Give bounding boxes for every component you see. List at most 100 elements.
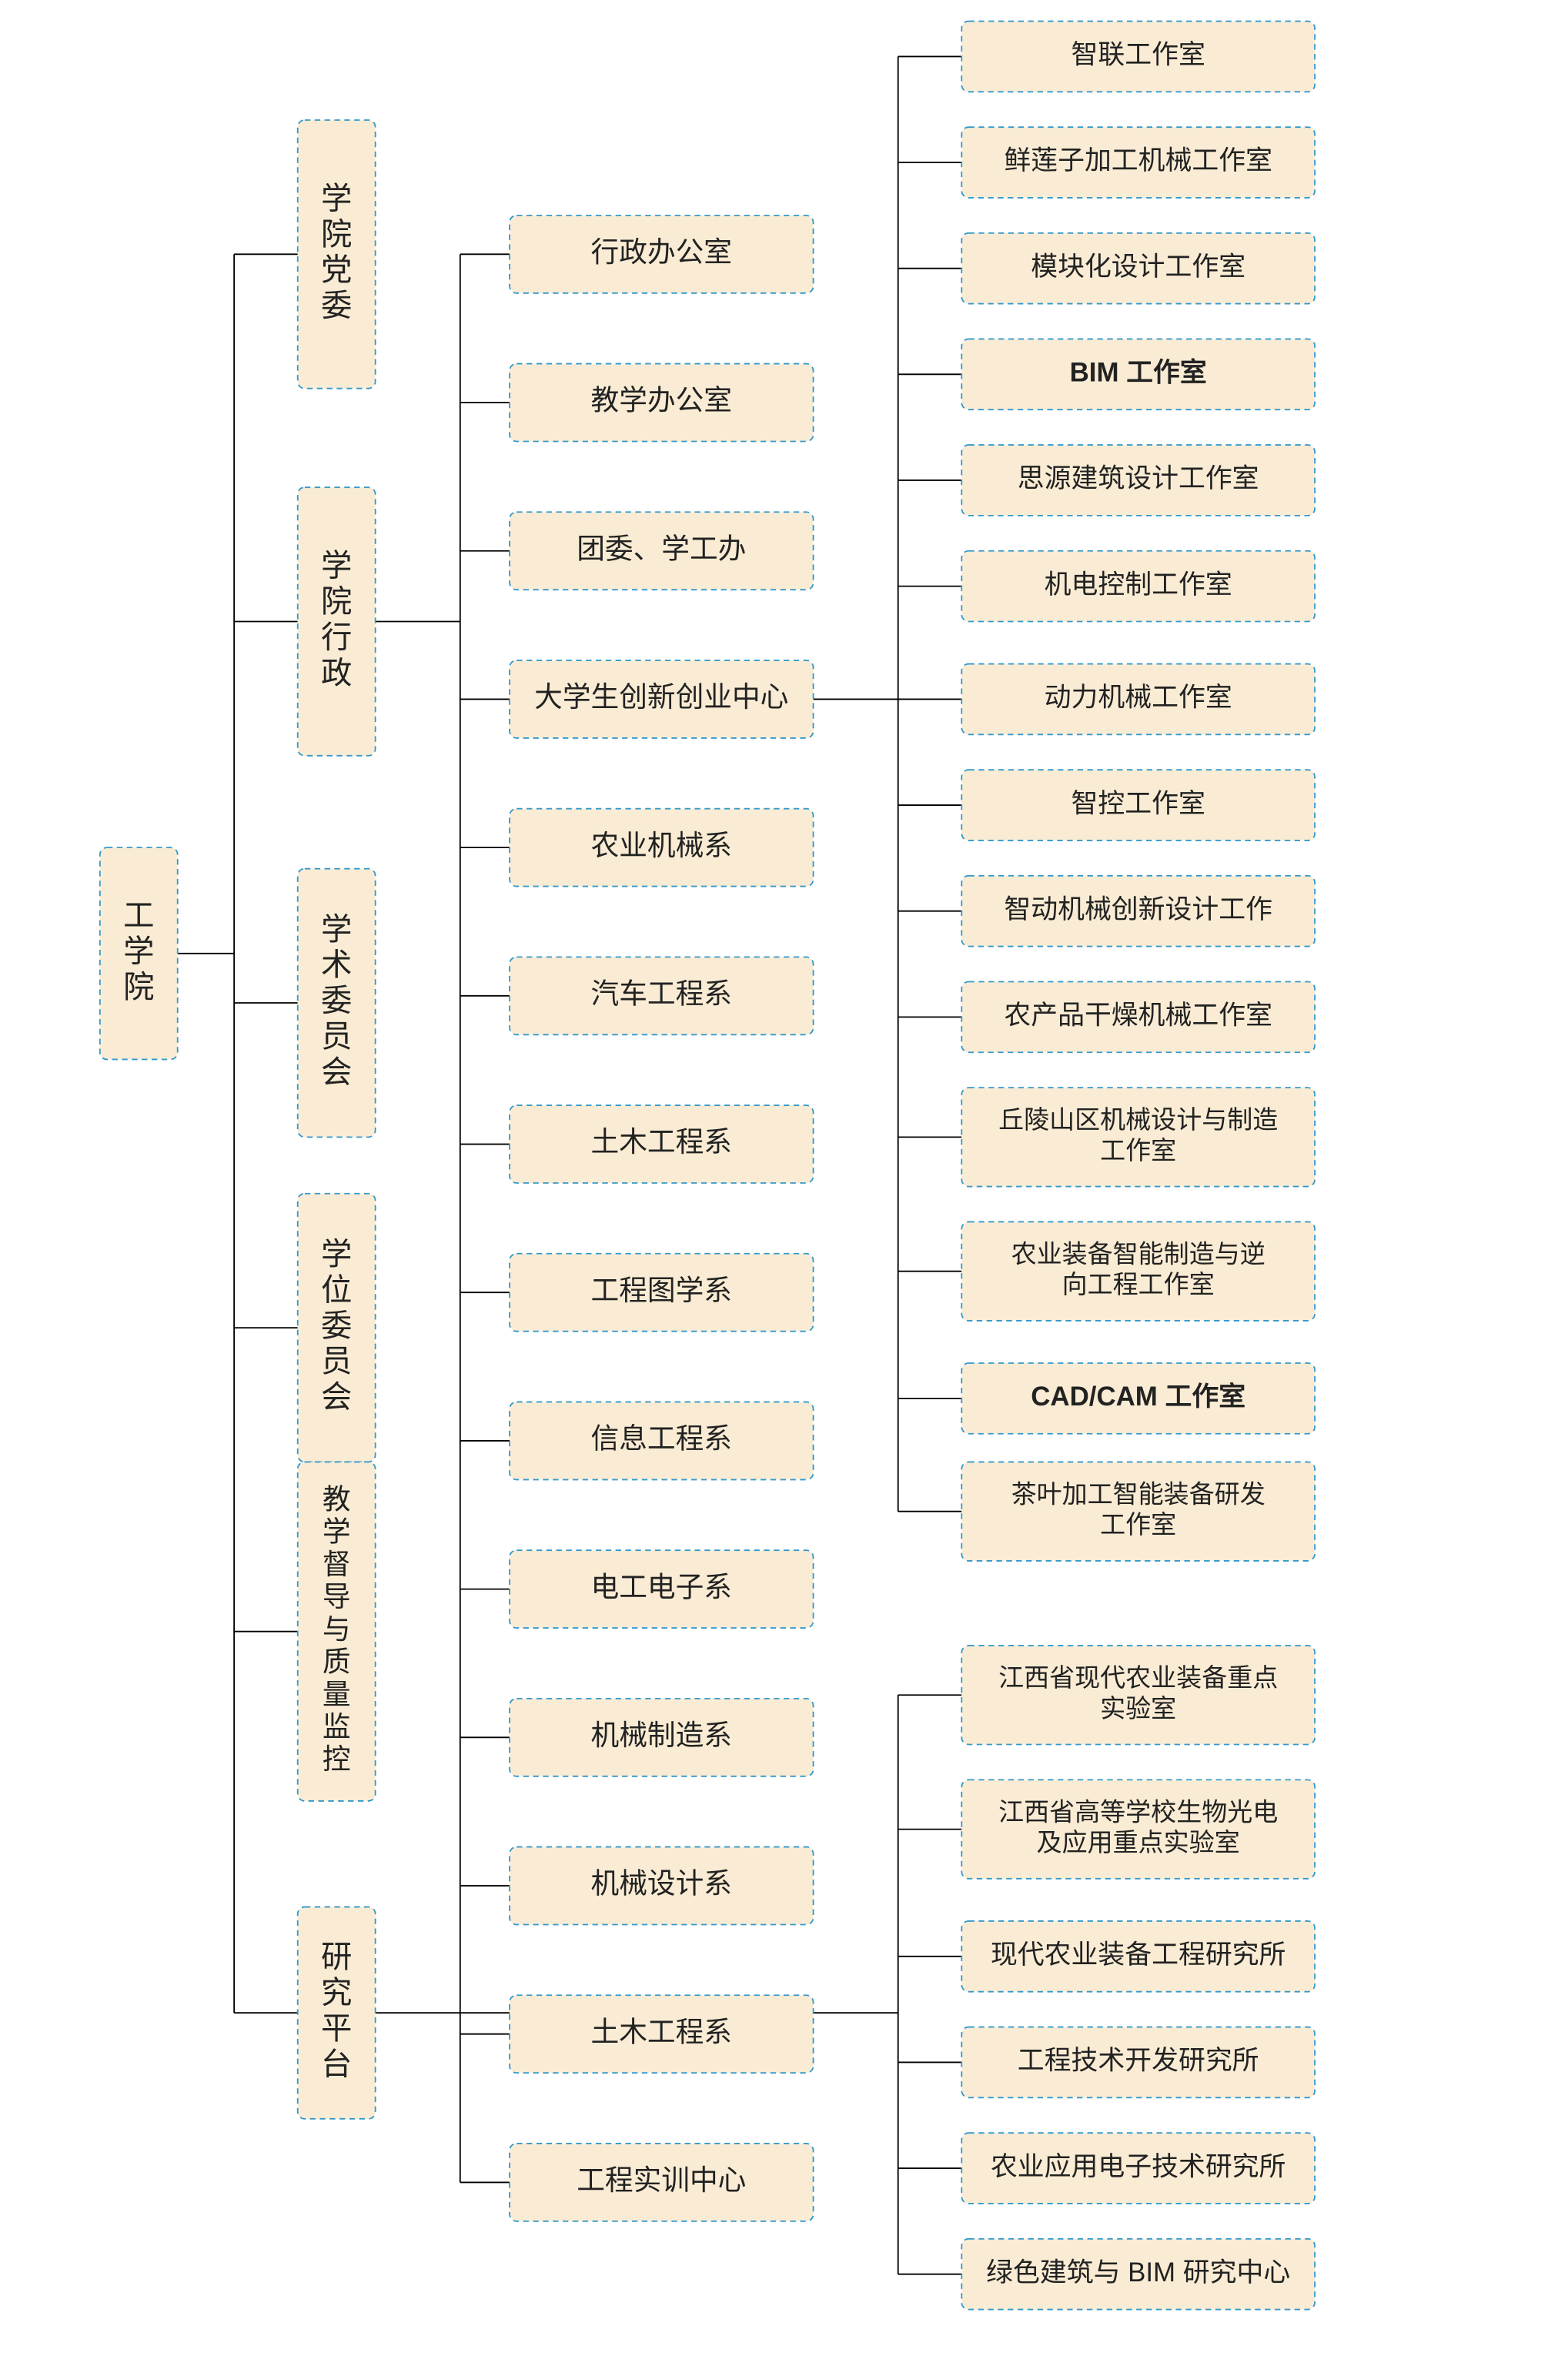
node-g1-7: 智控工作室 bbox=[961, 770, 1315, 840]
node-label: 工程技术开发研究所 bbox=[1018, 2046, 1259, 2076]
node-label: 工作室 bbox=[1100, 1136, 1176, 1165]
node-label: 智动机械创新设计工作 bbox=[1004, 894, 1272, 924]
node-label: 土木工程系 bbox=[591, 2016, 732, 2047]
node-label: 现代农业装备工程研究所 bbox=[991, 1940, 1285, 1970]
node-label: 智控工作室 bbox=[1072, 788, 1205, 818]
node-l1-3: 学位委员会 bbox=[298, 1194, 376, 1462]
node-label: 绿色建筑与 BIM 研究中心 bbox=[986, 2257, 1290, 2287]
node-label: 工作室 bbox=[1100, 1510, 1176, 1539]
node-label: 会 bbox=[321, 1379, 352, 1415]
node-l1-2: 学术委员会 bbox=[298, 869, 376, 1138]
node-l2-10: 机械制造系 bbox=[510, 1699, 814, 1776]
node-l2-9: 电工电子系 bbox=[510, 1550, 814, 1628]
node-label: 监 bbox=[323, 1711, 351, 1743]
node-g1-12: CAD/CAM 工作室 bbox=[961, 1363, 1315, 1434]
node-label: 学 bbox=[321, 548, 352, 583]
node-l2-13: 工程实训中心 bbox=[510, 2144, 814, 2221]
node-label: 院 bbox=[123, 969, 154, 1004]
node-label: 江西省高等学校生物光电 bbox=[998, 1798, 1278, 1826]
node-label: 行政办公室 bbox=[591, 236, 732, 268]
node-label: 政 bbox=[321, 655, 352, 690]
node-g2-3: 工程技术开发研究所 bbox=[961, 2027, 1315, 2098]
node-l2-1: 教学办公室 bbox=[510, 364, 814, 442]
node-g1-1: 鲜莲子加工机械工作室 bbox=[961, 127, 1315, 198]
node-label: 学 bbox=[323, 1516, 351, 1548]
node-label: 鲜莲子加工机械工作室 bbox=[1004, 145, 1272, 175]
node-label: 向工程工作室 bbox=[1062, 1270, 1215, 1298]
node-label: 督 bbox=[323, 1549, 351, 1580]
node-label: 术 bbox=[321, 947, 352, 982]
node-l1-0: 学院党委 bbox=[298, 120, 376, 389]
node-label: 导 bbox=[323, 1581, 351, 1612]
node-label: 党 bbox=[321, 252, 352, 287]
node-label: 土木工程系 bbox=[591, 1126, 732, 1158]
node-label: 农业装备智能制造与逆 bbox=[1011, 1240, 1265, 1268]
node-label: 与 bbox=[323, 1613, 351, 1645]
node-l2-5: 汽车工程系 bbox=[510, 957, 814, 1034]
node-l2-8: 信息工程系 bbox=[510, 1402, 814, 1479]
node-label: 信息工程系 bbox=[591, 1423, 732, 1455]
node-l1-1: 学院行政 bbox=[298, 487, 376, 756]
node-label: 量 bbox=[323, 1679, 351, 1710]
org-chart: 工学院学院党委学院行政学术委员会学位委员会教学督导与质量监控研究平台行政办公室教… bbox=[0, 0, 1568, 2366]
node-label: 农业机械系 bbox=[591, 830, 732, 861]
node-label: 思源建筑设计工作室 bbox=[1018, 463, 1259, 493]
node-g1-5: 机电控制工作室 bbox=[961, 551, 1315, 622]
node-label: 模块化设计工作室 bbox=[1031, 252, 1245, 282]
node-label: 及应用重点实验室 bbox=[1037, 1828, 1240, 1856]
node-g2-5: 绿色建筑与 BIM 研究中心 bbox=[961, 2239, 1315, 2310]
node-label: 工 bbox=[123, 897, 154, 933]
node-g1-3: BIM 工作室 bbox=[961, 339, 1315, 409]
node-l2-4: 农业机械系 bbox=[510, 809, 814, 887]
node-label: 学 bbox=[123, 933, 154, 968]
node-g2-4: 农业应用电子技术研究所 bbox=[961, 2133, 1315, 2204]
node-label: 教学办公室 bbox=[591, 385, 732, 416]
node-label: 控 bbox=[323, 1743, 351, 1775]
node-label: BIM 工作室 bbox=[1070, 357, 1207, 388]
node-label: CAD/CAM 工作室 bbox=[1031, 1381, 1245, 1412]
node-label: 院 bbox=[321, 216, 352, 252]
node-l2-11: 机械设计系 bbox=[510, 1847, 814, 1925]
node-g2-1: 江西省高等学校生物光电及应用重点实验室 bbox=[961, 1780, 1315, 1878]
node-label: 江西省现代农业装备重点 bbox=[998, 1663, 1278, 1692]
node-label: 平 bbox=[321, 2010, 352, 2046]
node-l2-6: 土木工程系 bbox=[510, 1105, 814, 1183]
node-label: 院 bbox=[321, 583, 352, 619]
node-g1-6: 动力机械工作室 bbox=[961, 664, 1315, 735]
node-g1-11: 农业装备智能制造与逆向工程工作室 bbox=[961, 1221, 1315, 1320]
node-label: 农产品干燥机械工作室 bbox=[1004, 1001, 1272, 1031]
node-label: 学 bbox=[321, 911, 352, 947]
node-label: 委 bbox=[321, 288, 352, 323]
node-label: 丘陵山区机械设计与制造 bbox=[998, 1105, 1278, 1134]
node-label: 实验室 bbox=[1100, 1694, 1176, 1723]
node-label: 机械制造系 bbox=[591, 1719, 732, 1751]
node-label: 动力机械工作室 bbox=[1045, 683, 1232, 713]
node-g1-4: 思源建筑设计工作室 bbox=[961, 445, 1315, 516]
node-label: 学 bbox=[321, 1236, 352, 1272]
node-label: 员 bbox=[321, 1018, 352, 1054]
node-label: 工程实训中心 bbox=[577, 2164, 746, 2196]
node-l1-4: 教学督导与质量监控 bbox=[298, 1462, 376, 1800]
node-g1-9: 农产品干燥机械工作室 bbox=[961, 981, 1315, 1052]
node-l2-3: 大学生创新创业中心 bbox=[510, 660, 814, 738]
node-label: 大学生创新创业中心 bbox=[534, 681, 788, 713]
node-label: 台 bbox=[321, 2047, 352, 2082]
node-label: 智联工作室 bbox=[1072, 40, 1205, 70]
node-label: 工程图学系 bbox=[591, 1275, 732, 1306]
node-label: 电工电子系 bbox=[591, 1571, 732, 1602]
node-label: 团委、学工办 bbox=[577, 533, 746, 564]
node-label: 机械设计系 bbox=[591, 1868, 732, 1900]
node-g1-13: 茶叶加工智能装备研发工作室 bbox=[961, 1462, 1315, 1560]
node-label: 农业应用电子技术研究所 bbox=[991, 2151, 1285, 2181]
node-label: 员 bbox=[321, 1343, 352, 1378]
node-l2-7: 工程图学系 bbox=[510, 1254, 814, 1332]
node-label: 委 bbox=[321, 983, 352, 1018]
node-g1-10: 丘陵山区机械设计与制造工作室 bbox=[961, 1088, 1315, 1186]
node-g1-2: 模块化设计工作室 bbox=[961, 233, 1315, 304]
node-root: 工学院 bbox=[100, 847, 178, 1059]
node-label: 研 bbox=[321, 1939, 352, 1974]
node-g1-8: 智动机械创新设计工作 bbox=[961, 876, 1315, 947]
node-label: 教 bbox=[323, 1484, 351, 1516]
node-label: 质 bbox=[323, 1646, 351, 1678]
node-label: 行 bbox=[321, 619, 352, 654]
